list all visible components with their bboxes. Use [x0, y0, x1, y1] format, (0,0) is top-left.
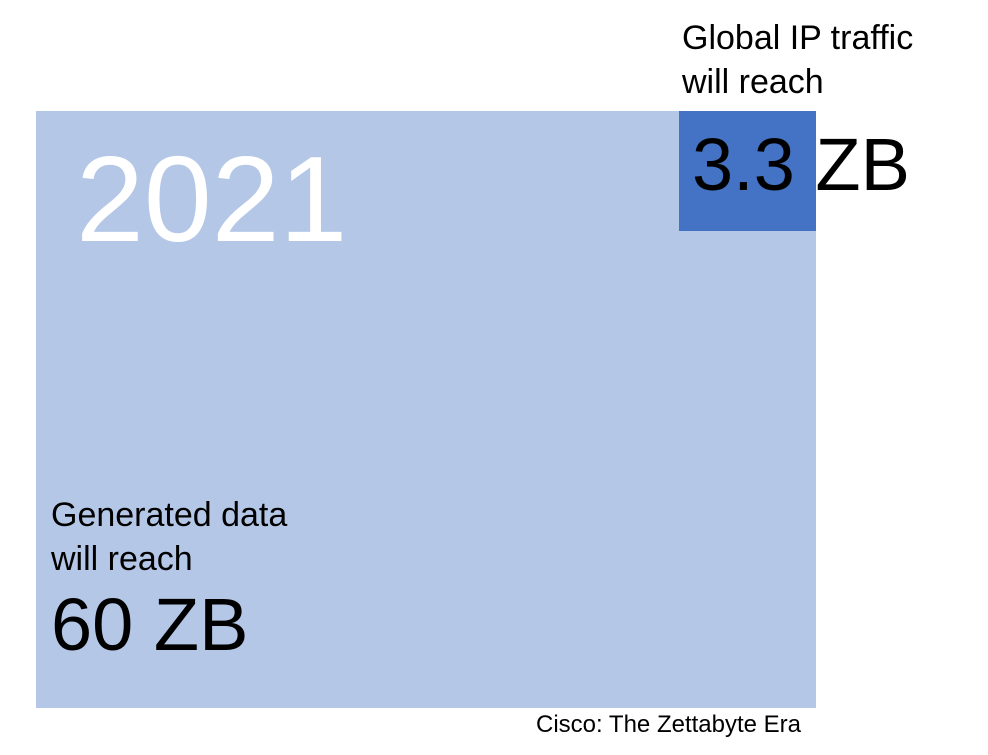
ip-traffic-label-line-2: will reach: [682, 63, 824, 101]
ip-traffic-label-line-1: Global IP traffic: [682, 19, 914, 57]
year-label: 2021: [76, 131, 348, 267]
ip-traffic-label: Global IP traffic will reach: [682, 16, 913, 104]
generated-data-value: 60 ZB: [51, 583, 249, 666]
source-citation: Cisco: The Zettabyte Era: [536, 711, 802, 738]
generated-data-label-line-2: will reach: [51, 540, 193, 578]
ip-traffic-value: 3.3 ZB: [692, 123, 910, 206]
generated-data-label-line-1: Generated data: [51, 496, 288, 534]
generated-data-label: Generated data will reach: [51, 493, 287, 581]
ip-traffic-area: [679, 111, 816, 231]
